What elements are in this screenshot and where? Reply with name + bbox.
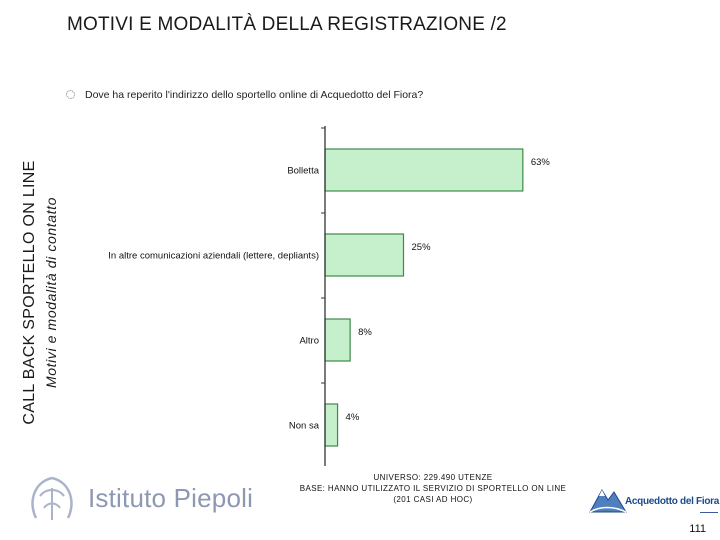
acquedotto-logo-text: Acquedotto del Fiora <box>625 496 720 507</box>
base-line: BASE: HANNO UTILIZZATO IL SERVIZIO DI SP… <box>299 484 567 493</box>
page-number: 111 <box>689 523 706 535</box>
value-label: 4% <box>346 412 360 423</box>
universe-line: UNIVERSO: 229.490 UTENZE <box>373 473 493 482</box>
value-label: 63% <box>531 157 551 168</box>
corner-divider <box>700 512 718 513</box>
bar <box>324 148 524 192</box>
bar <box>324 318 351 362</box>
value-label: 8% <box>358 327 372 338</box>
category-label: Bolletta <box>287 166 319 177</box>
piepoli-logo-icon <box>31 476 73 520</box>
bullet-icon <box>66 90 75 99</box>
slide-title: MOTIVI E MODALITÀ DELLA REGISTRAZIONE /2 <box>67 14 507 35</box>
acquedotto-logo-icon <box>589 488 627 513</box>
universe-note: UNIVERSO: 229.490 UTENZE BASE: HANNO UTI… <box>288 472 578 505</box>
bar <box>324 233 405 277</box>
category-label: Altro <box>299 336 319 347</box>
category-label: Non sa <box>289 421 320 432</box>
bar <box>324 403 339 447</box>
piepoli-logo-text: Istituto Piepoli <box>88 483 254 513</box>
question-text: Dove ha reperito l'indirizzo dello sport… <box>85 89 424 101</box>
value-label: 25% <box>412 242 432 253</box>
cases-line: (201 CASI AD HOC) <box>393 495 473 504</box>
category-label: In altre comunicazioni aziendali (letter… <box>108 251 319 262</box>
survey-question: Dove ha reperito l'indirizzo dello sport… <box>66 89 423 101</box>
